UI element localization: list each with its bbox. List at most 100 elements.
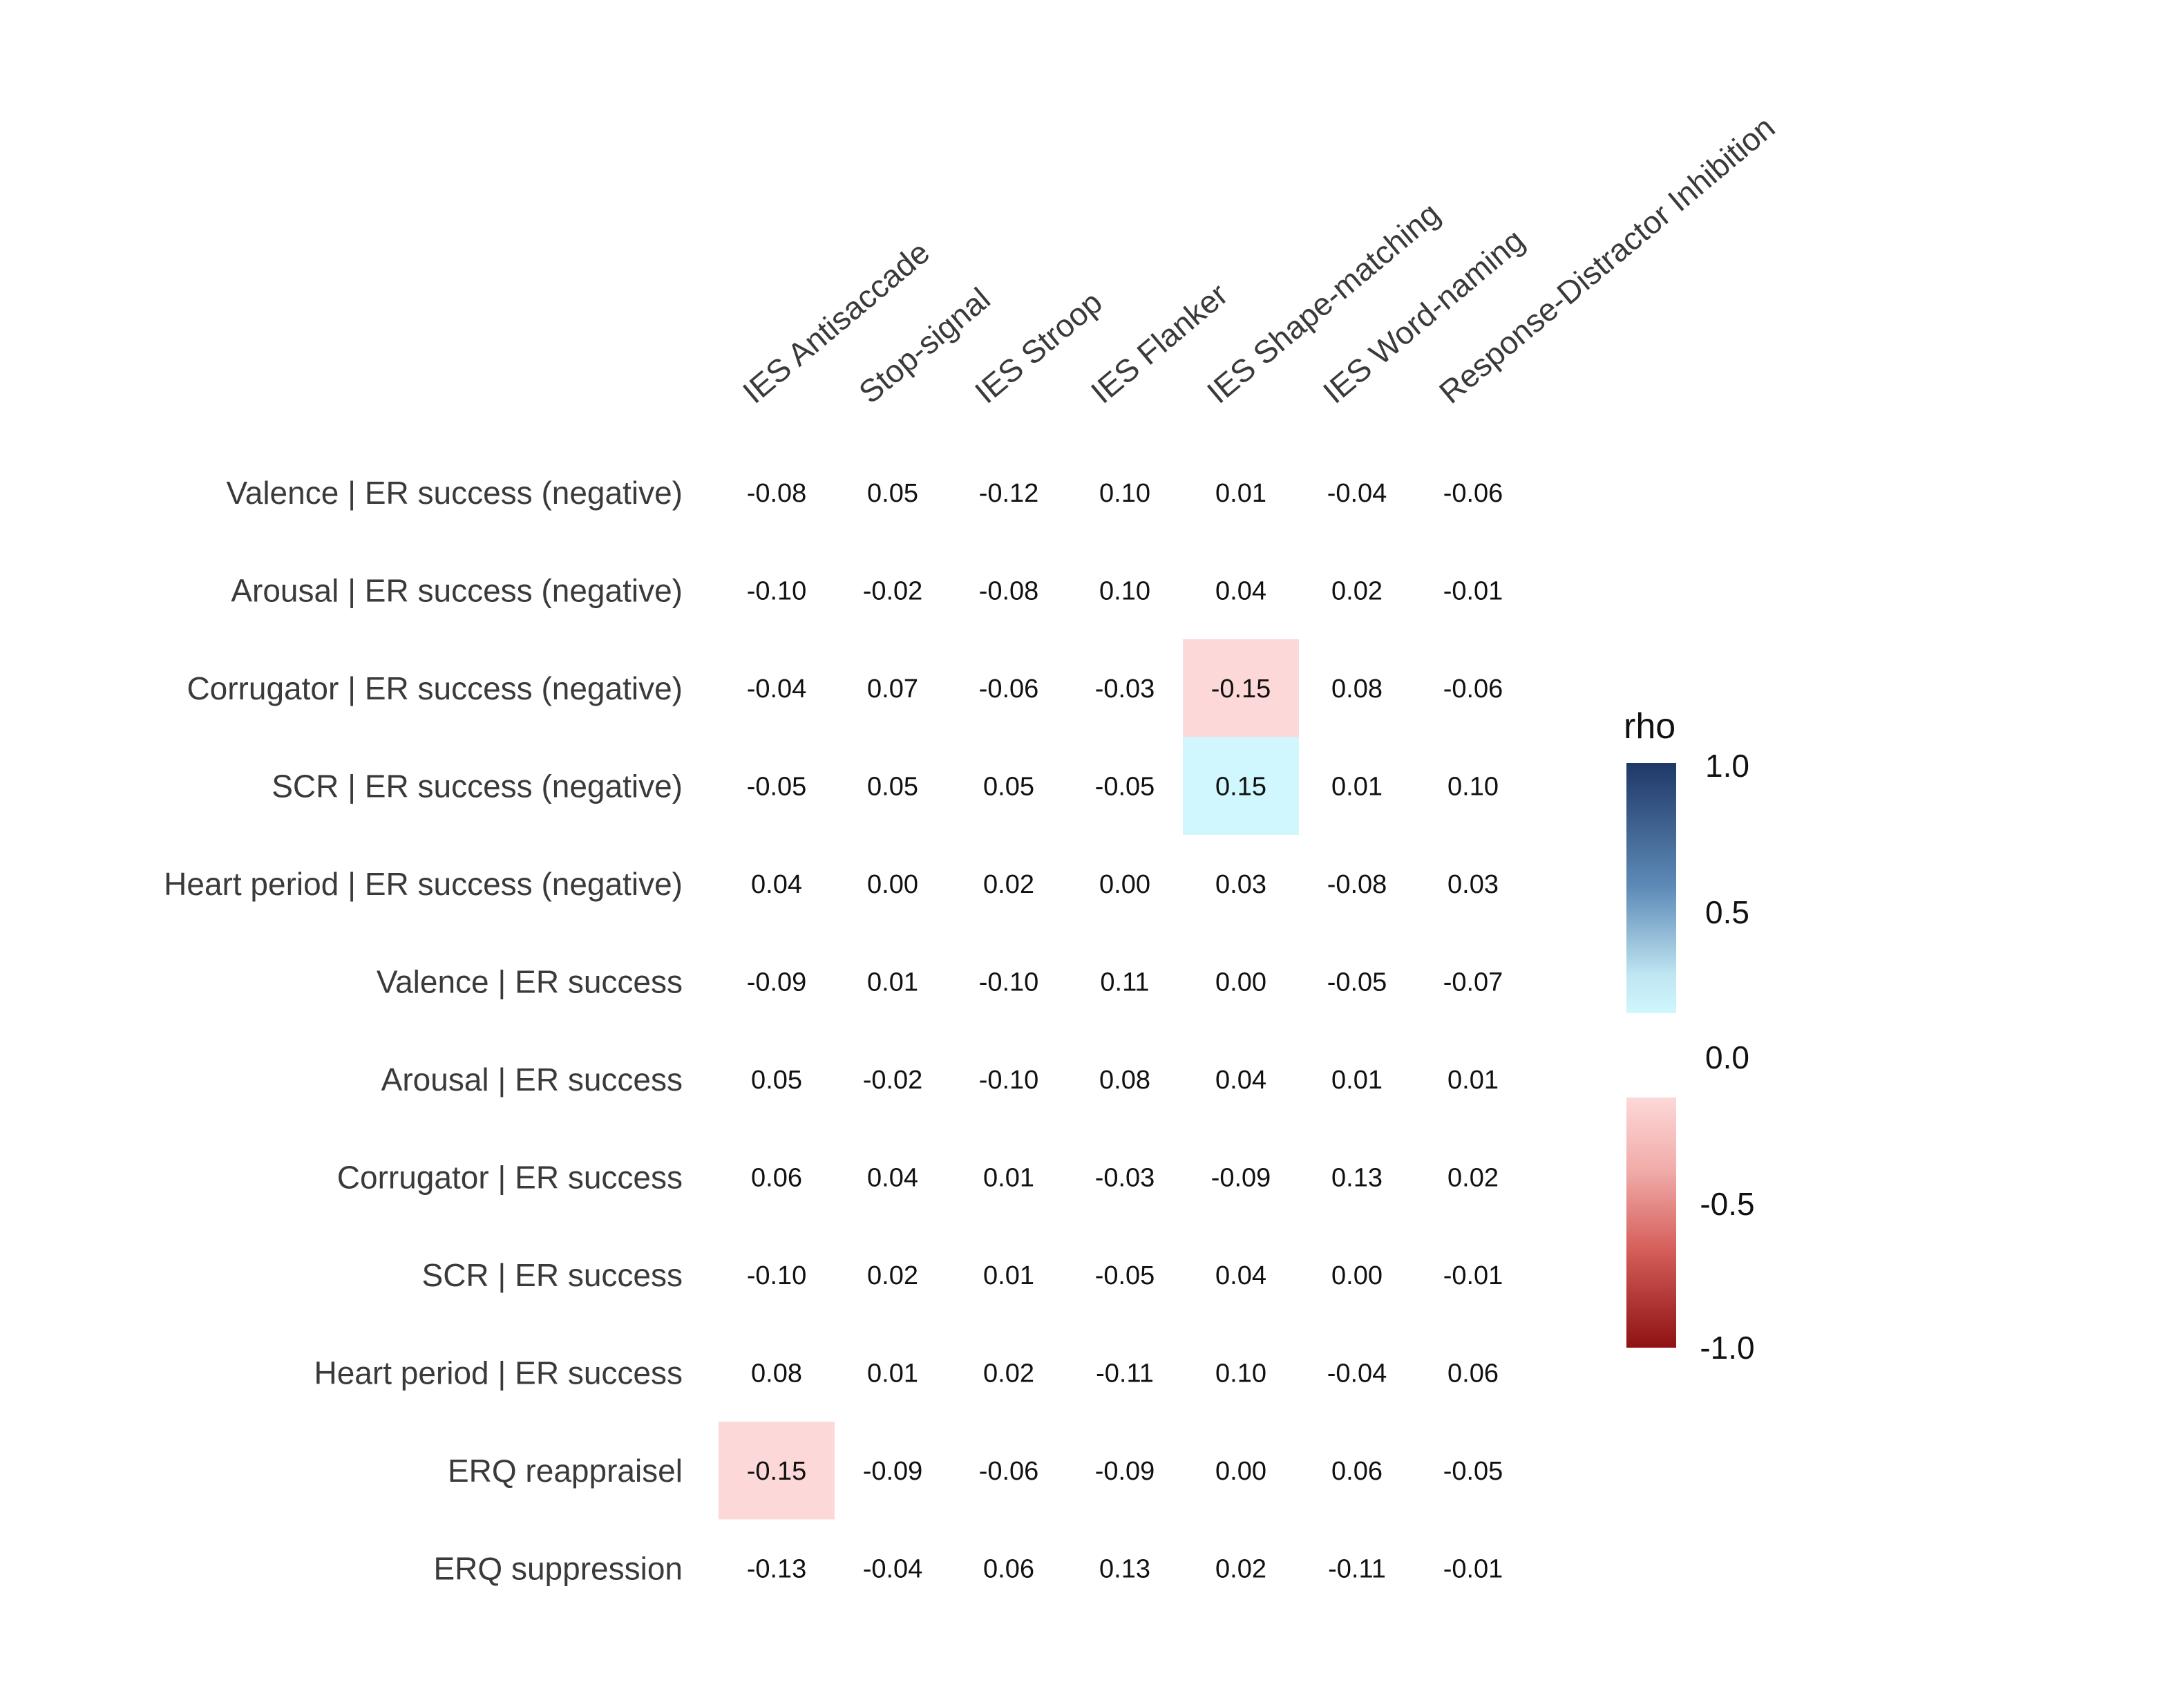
cell-value-7-6: 0.02 <box>1447 1163 1499 1192</box>
row-label-5: Valence | ER success <box>377 963 683 999</box>
cell-value-3-3: -0.05 <box>1095 772 1155 801</box>
cell-value-3-4: 0.15 <box>1215 772 1266 801</box>
cell-value-3-5: 0.01 <box>1331 772 1383 801</box>
cell-value-10-2: -0.06 <box>979 1457 1039 1486</box>
cell-value-7-1: 0.04 <box>867 1163 918 1192</box>
cell-value-2-2: -0.06 <box>979 675 1039 704</box>
cell-value-0-2: -0.12 <box>979 479 1039 508</box>
cell-value-9-5: -0.04 <box>1327 1359 1387 1388</box>
row-label-2: Corrugator | ER success (negative) <box>187 670 683 706</box>
cell-value-3-2: 0.05 <box>983 772 1034 801</box>
cell-value-5-1: 0.01 <box>867 968 918 997</box>
cell-value-0-4: 0.01 <box>1215 479 1266 508</box>
legend-title: rho <box>1624 706 1675 746</box>
cell-value-9-4: 0.10 <box>1215 1359 1266 1388</box>
cell-value-5-0: -0.09 <box>747 968 807 997</box>
cell-value-8-3: -0.05 <box>1095 1261 1155 1290</box>
cell-value-8-5: 0.00 <box>1331 1261 1383 1290</box>
cell-value-7-4: -0.09 <box>1211 1163 1271 1192</box>
cell-value-6-0: 0.05 <box>751 1066 802 1095</box>
row-label-11: ERQ suppression <box>434 1550 683 1586</box>
cell-value-11-3: 0.13 <box>1099 1554 1150 1583</box>
cell-value-4-3: 0.00 <box>1099 870 1150 899</box>
cell-value-7-5: 0.13 <box>1331 1163 1383 1192</box>
cell-value-4-4: 0.03 <box>1215 870 1266 899</box>
legend-tick-1: 1.0 <box>1705 748 1749 784</box>
cell-value-4-0: 0.04 <box>751 870 802 899</box>
cell-value-9-1: 0.01 <box>867 1359 918 1388</box>
cell-value-0-0: -0.08 <box>747 479 807 508</box>
cell-value-4-6: 0.03 <box>1447 870 1499 899</box>
cell-value-6-3: 0.08 <box>1099 1066 1150 1095</box>
cell-value-8-4: 0.04 <box>1215 1261 1266 1290</box>
legend-negative-bar <box>1626 1097 1676 1348</box>
cell-value-6-4: 0.04 <box>1215 1066 1266 1095</box>
row-label-10: ERQ reappraisel <box>448 1453 683 1489</box>
color-legend: rho 1.0 0.5 0.0 -0.5 -1.0 <box>1624 706 1755 1366</box>
cell-value-6-1: -0.02 <box>863 1066 923 1095</box>
cell-value-9-3: -0.11 <box>1096 1359 1154 1388</box>
cell-value-5-5: -0.05 <box>1327 968 1387 997</box>
cell-value-7-2: 0.01 <box>983 1163 1034 1192</box>
cell-value-10-3: -0.09 <box>1095 1457 1155 1486</box>
cell-value-8-6: -0.01 <box>1443 1261 1503 1290</box>
legend-tick-0-5: 0.5 <box>1705 894 1749 930</box>
cell-value-11-6: -0.01 <box>1443 1554 1503 1583</box>
cell-value-2-4: -0.15 <box>1211 675 1271 704</box>
cell-value-11-0: -0.13 <box>747 1554 807 1583</box>
cell-value-4-1: 0.00 <box>867 870 918 899</box>
cell-value-5-6: -0.07 <box>1443 968 1503 997</box>
cell-value-2-0: -0.04 <box>747 675 807 704</box>
column-label-5: IES Word-naming <box>1316 222 1531 411</box>
cell-value-11-2: 0.06 <box>983 1554 1034 1583</box>
cell-value-6-6: 0.01 <box>1447 1066 1499 1095</box>
cell-value-1-2: -0.08 <box>979 576 1039 605</box>
heatmap-cell-10-0 <box>719 1422 835 1520</box>
heatmap-cell-2-4 <box>1183 639 1299 737</box>
cell-value-11-4: 0.02 <box>1215 1554 1266 1583</box>
cell-value-2-3: -0.03 <box>1095 675 1155 704</box>
cell-value-1-6: -0.01 <box>1443 576 1503 605</box>
legend-tick-neg-0-5: -0.5 <box>1700 1186 1754 1222</box>
cell-value-3-1: 0.05 <box>867 772 918 801</box>
cell-value-0-1: 0.05 <box>867 479 918 508</box>
cell-value-6-5: 0.01 <box>1331 1066 1383 1095</box>
cell-value-10-4: 0.00 <box>1215 1457 1266 1486</box>
heatmap-cells: -0.08 0.05 -0.12 0.10 0.01 -0.04 -0.06 -0.10 -0.… <box>719 479 1503 1583</box>
cell-value-2-5: 0.08 <box>1331 675 1383 704</box>
cell-value-10-5: 0.06 <box>1331 1457 1383 1486</box>
cell-value-1-5: 0.02 <box>1331 576 1383 605</box>
row-label-9: Heart period | ER success <box>314 1355 683 1391</box>
cell-value-5-4: 0.00 <box>1215 968 1266 997</box>
cell-value-9-2: 0.02 <box>983 1359 1034 1388</box>
cell-value-9-0: 0.08 <box>751 1359 802 1388</box>
row-label-8: SCR | ER success <box>422 1257 683 1293</box>
cell-value-8-1: 0.02 <box>867 1261 918 1290</box>
row-label-1: Arousal | ER success (negative) <box>231 572 683 608</box>
cell-value-3-6: 0.10 <box>1447 772 1499 801</box>
row-label-3: SCR | ER success (negative) <box>272 768 683 804</box>
legend-tick-0: 0.0 <box>1705 1039 1749 1075</box>
cell-value-7-0: 0.06 <box>751 1163 802 1192</box>
cell-value-0-5: -0.04 <box>1327 479 1387 508</box>
cell-value-9-6: 0.06 <box>1447 1359 1499 1388</box>
cell-value-7-3: -0.03 <box>1095 1163 1155 1192</box>
row-label-0: Valence | ER success (negative) <box>226 475 683 511</box>
cell-value-3-0: -0.05 <box>747 772 807 801</box>
cell-value-1-4: 0.04 <box>1215 576 1266 605</box>
row-labels: Valence | ER success (negative) Arousal |… <box>164 475 683 1587</box>
cell-value-8-0: -0.10 <box>747 1261 807 1290</box>
cell-value-5-2: -0.10 <box>979 968 1039 997</box>
cell-value-4-5: -0.08 <box>1327 870 1387 899</box>
legend-positive-bar <box>1626 763 1676 1013</box>
cell-value-10-0: -0.15 <box>747 1457 807 1486</box>
cell-value-10-1: -0.09 <box>863 1457 923 1486</box>
cell-value-0-6: -0.06 <box>1443 479 1503 508</box>
row-label-7: Corrugator | ER success <box>337 1159 683 1195</box>
cell-value-6-2: -0.10 <box>979 1066 1039 1095</box>
cell-value-10-6: -0.05 <box>1443 1457 1503 1486</box>
cell-value-2-6: -0.06 <box>1443 675 1503 704</box>
cell-value-1-1: -0.02 <box>863 576 923 605</box>
